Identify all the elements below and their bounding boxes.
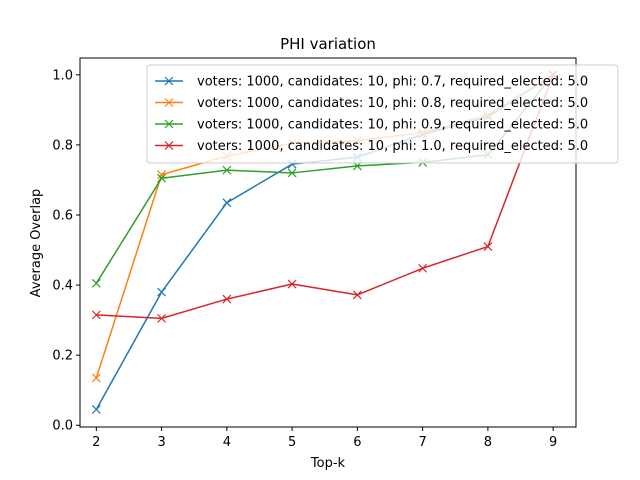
marker-stroke (287, 279, 297, 289)
data-point (418, 263, 428, 273)
legend-marker (164, 141, 174, 150)
marker-stroke (418, 263, 428, 273)
x-tick-label: 7 (418, 435, 426, 450)
legend: voters: 1000, candidates: 10, phi: 0.7, … (146, 64, 619, 164)
data-point (287, 168, 297, 178)
data-point (157, 173, 167, 183)
data-point (157, 287, 167, 297)
x-tick-label: 2 (92, 435, 100, 450)
legend-entry: voters: 1000, candidates: 10, phi: 0.9, … (155, 118, 588, 133)
marker-stroke (222, 165, 232, 175)
x-tick-label: 5 (288, 435, 296, 450)
marker-stroke (91, 310, 101, 320)
plot-frame (79, 57, 577, 428)
marker-stroke (222, 294, 232, 304)
y-tick-label: 0.8 (52, 138, 73, 153)
y-axis-label: Average Overlap (29, 189, 44, 298)
data-point (91, 373, 101, 383)
marker-stroke (222, 198, 232, 208)
data-point (157, 313, 167, 323)
legend-entry: voters: 1000, candidates: 10, phi: 1.0, … (155, 139, 588, 154)
series-4 (91, 70, 558, 323)
data-point (91, 405, 101, 414)
marker-stroke (157, 170, 167, 180)
marker-stroke (157, 173, 167, 183)
data-point (287, 279, 297, 289)
chart-title: PHI variation (280, 35, 376, 53)
y-tick-label: 0.6 (52, 208, 73, 223)
y-tick-label: 1.0 (52, 68, 73, 83)
marker-stroke (483, 242, 493, 251)
legend-box (146, 64, 619, 164)
marker-stroke (157, 287, 167, 297)
data-point (222, 198, 232, 208)
y-tick-label: 0.0 (52, 419, 73, 434)
y-tick-label: 0.2 (52, 349, 73, 364)
legend-label: voters: 1000, candidates: 10, phi: 0.8, … (197, 96, 588, 111)
marker-stroke (91, 278, 101, 288)
y-tick-label: 0.4 (52, 279, 73, 294)
data-point (91, 310, 101, 320)
data-point (352, 290, 362, 300)
series-line (96, 74, 554, 320)
marker-stroke (91, 405, 101, 414)
legend-marker (164, 98, 174, 107)
x-tick-label: 9 (549, 435, 557, 450)
x-tick-label: 6 (353, 435, 361, 450)
marker-stroke (164, 119, 174, 129)
x-axis-label: Top-k (310, 456, 346, 471)
marker-stroke (164, 76, 174, 86)
legend-label: voters: 1000, candidates: 10, phi: 0.9, … (197, 118, 588, 133)
legend-entry: voters: 1000, candidates: 10, phi: 0.7, … (155, 75, 588, 90)
data-point (483, 242, 493, 251)
marker-stroke (91, 373, 101, 383)
x-tick-label: 8 (484, 435, 492, 450)
legend-label: voters: 1000, candidates: 10, phi: 0.7, … (197, 75, 588, 90)
data-point (91, 278, 101, 288)
marker-stroke (352, 290, 362, 300)
data-point (222, 165, 232, 175)
legend-marker (164, 76, 174, 86)
legend-label: voters: 1000, candidates: 10, phi: 1.0, … (197, 139, 588, 154)
marker-stroke (164, 141, 174, 150)
marker-stroke (157, 313, 167, 323)
marker-stroke (164, 98, 174, 107)
marker-stroke (287, 168, 297, 178)
x-tick-label: 3 (157, 435, 165, 450)
x-tick-label: 4 (223, 435, 231, 450)
data-point (222, 294, 232, 304)
legend-entry: voters: 1000, candidates: 10, phi: 0.8, … (155, 96, 588, 111)
legend-marker (164, 119, 174, 129)
